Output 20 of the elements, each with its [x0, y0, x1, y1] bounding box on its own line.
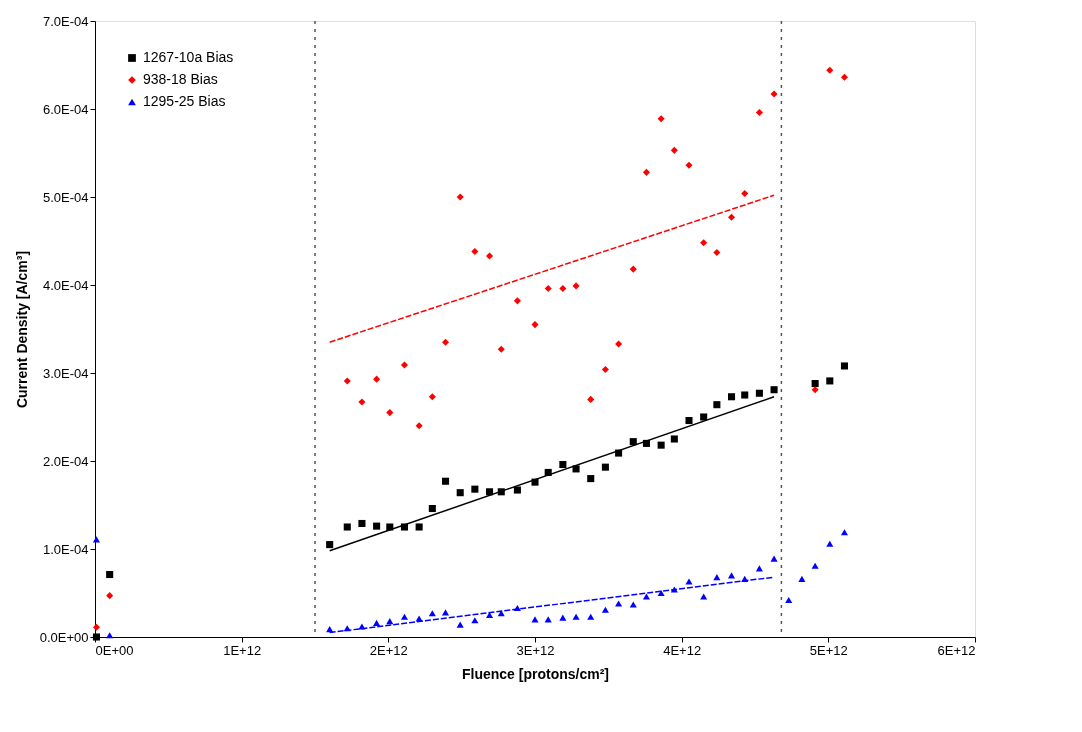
y-tick-label: 2.0E-04: [42, 453, 89, 469]
x-tick-label: 0E+00: [95, 642, 134, 658]
y-axis-title: Current Density [A/cm³]: [13, 250, 30, 409]
legend-label: 1267-10a Bias: [143, 49, 234, 65]
x-tick-label: 4E+12: [663, 642, 702, 658]
legend-label: 938-18 Bias: [143, 71, 218, 87]
x-tick-label: 2E+12: [369, 642, 408, 658]
x-tick-label: 5E+12: [809, 642, 848, 658]
x-tick-label: 1E+12: [223, 642, 262, 658]
x-tick-label: 6E+12: [937, 642, 976, 658]
x-axis-title: Fluence [protons/cm²]: [461, 665, 610, 682]
y-tick-label: 5.0E-04: [42, 189, 89, 205]
legend-label: 1295-25 Bias: [143, 93, 226, 109]
x-tick-label: 3E+12: [516, 642, 555, 658]
y-tick-label: 6.0E-04: [42, 101, 89, 117]
y-tick-label: 3.0E-04: [42, 365, 89, 381]
y-tick-label: 4.0E-04: [42, 277, 89, 293]
y-tick-label: 7.0E-04: [42, 13, 89, 29]
y-tick-label: 0.0E+00: [39, 629, 89, 645]
y-tick-label: 1.0E-04: [42, 541, 89, 557]
